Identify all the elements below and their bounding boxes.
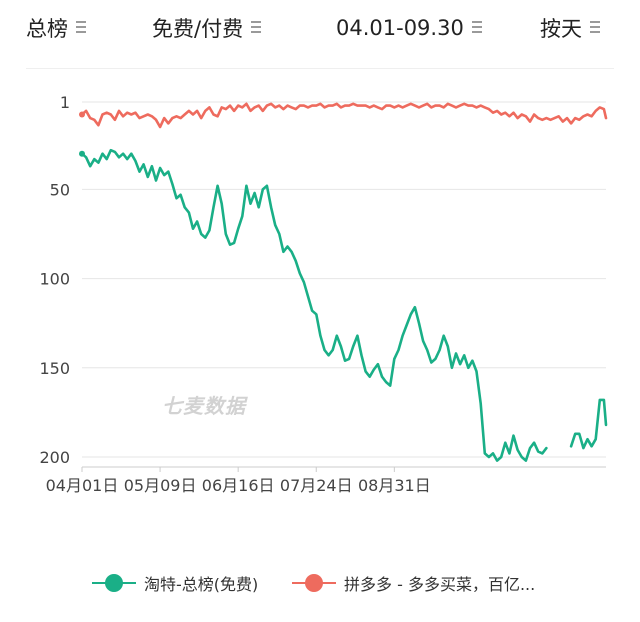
date-range-filter[interactable]: 04.01-09.30 [336,12,482,44]
menu-icon [76,21,86,35]
legend-label-series-1: 淘特-总榜(免费) [144,575,259,594]
menu-icon [251,21,262,35]
watermark: 七麦数据 [162,394,246,418]
menu-icon [471,21,482,35]
x-tick-label-0: 04月01日 [46,476,119,495]
x-tick-label-4: 08月31日 [358,476,431,495]
series-start-point-1 [79,150,85,157]
ranking-filter-label: 总榜 [26,17,68,41]
y-tick-label-3: 150 [39,359,70,378]
legend-item-series-2[interactable]: 拼多多 - 多多买菜，百亿... [292,570,535,596]
granularity-filter-label: 按天 [540,17,582,41]
legend-item-series-1[interactable]: 淘特-总榜(免费) [92,570,258,596]
granularity-filter[interactable]: 按天 [540,12,600,44]
ranking-filter[interactable]: 总榜 [26,12,86,44]
divider [26,68,614,69]
chart-legend: 淘特-总榜(免费) 拼多多 - 多多买菜，百亿... [0,566,640,600]
filter-bar: 总榜 免费/付费 04.01-09.30 按天 [0,0,640,56]
x-tick-label-1: 05月09日 [124,476,197,495]
pay-type-filter-label: 免费/付费 [152,17,244,41]
x-tick-label-2: 06月16日 [202,476,275,495]
x-tick-label-3: 07月24日 [280,476,353,495]
y-tick-label-0: 1 [60,93,70,112]
legend-label-series-2: 拼多多 - 多多买菜，百亿... [344,575,536,594]
menu-icon [590,21,600,35]
legend-swatch-red [292,573,336,593]
series-start-point-2 [79,111,85,118]
pay-type-filter[interactable]: 免费/付费 [152,12,262,44]
y-tick-label-1: 50 [50,180,70,199]
series-line-1 [80,148,608,462]
series-line-2 [80,102,608,129]
legend-swatch-green [92,573,136,593]
y-tick-label-2: 100 [39,270,70,289]
y-tick-label-4: 200 [39,448,70,467]
date-range-filter-label: 04.01-09.30 [336,16,464,40]
